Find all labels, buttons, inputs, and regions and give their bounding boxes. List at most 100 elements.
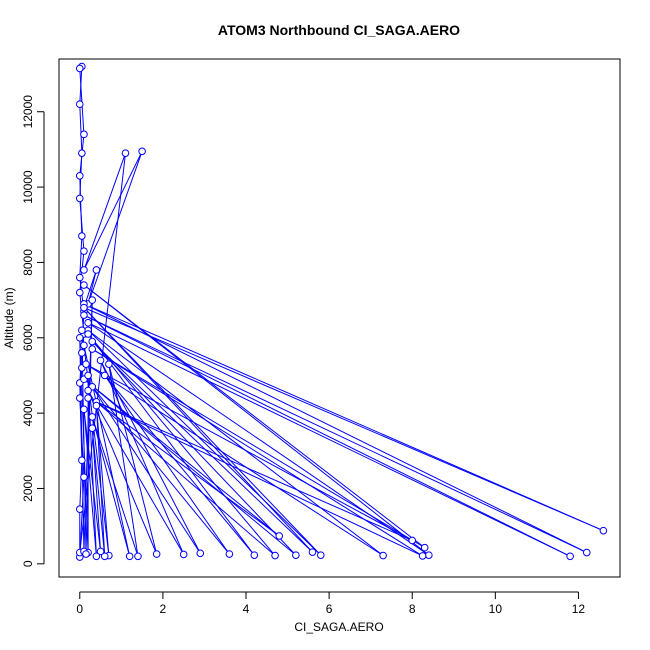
- data-point: [599, 526, 608, 535]
- series-points: [75, 62, 608, 561]
- data-point: [582, 548, 591, 557]
- series-segment: [79, 460, 83, 510]
- data-point: [250, 551, 259, 559]
- chart-title: ATOM3 Northbound CI_SAGA.AERO: [218, 22, 460, 38]
- y-tick-label: 12000: [21, 95, 35, 129]
- data-point: [80, 473, 88, 481]
- data-point: [196, 549, 205, 558]
- data-point: [88, 296, 97, 304]
- series-segment: [91, 386, 201, 554]
- series-segment: [100, 360, 201, 554]
- data-point: [82, 550, 90, 558]
- series-segment: [87, 322, 571, 557]
- series-segment: [91, 416, 139, 557]
- series-segment: [104, 375, 230, 555]
- data-point: [75, 394, 84, 402]
- data-point: [225, 550, 234, 558]
- x-tick-label: 0: [76, 602, 83, 616]
- series-segment: [91, 428, 106, 557]
- series-segment: [96, 401, 280, 537]
- data-point: [75, 64, 84, 73]
- data-point: [80, 266, 88, 274]
- data-point: [75, 288, 84, 297]
- data-point: [408, 536, 417, 545]
- y-tick-label: 10000: [21, 170, 35, 204]
- series-segment: [83, 314, 571, 557]
- series-segment: [83, 307, 322, 556]
- data-point: [80, 247, 88, 255]
- y-tick-label: 6000: [21, 324, 35, 351]
- data-point: [78, 326, 86, 335]
- data-point: [121, 149, 130, 157]
- data-point: [179, 550, 188, 559]
- data-point: [420, 543, 429, 552]
- series-segment: [87, 151, 143, 305]
- data-point: [134, 552, 142, 561]
- series-segment: [83, 153, 126, 271]
- series-segment: [95, 405, 106, 557]
- data-point: [138, 147, 146, 156]
- data-point: [566, 552, 574, 561]
- series-segment: [108, 364, 139, 557]
- series-segment: [83, 303, 604, 532]
- data-point: [308, 548, 317, 556]
- data-point: [88, 413, 97, 421]
- x-tick-label: 8: [409, 602, 416, 616]
- series-segment: [83, 409, 102, 552]
- data-point: [292, 551, 300, 559]
- data-point: [100, 371, 109, 380]
- y-tick-label: 0: [21, 560, 35, 567]
- x-tick-label: 2: [160, 602, 167, 616]
- series-segment: [83, 151, 143, 271]
- series-segment: [108, 364, 158, 555]
- data-point: [88, 345, 97, 353]
- data-point: [75, 273, 84, 282]
- data-point: [96, 547, 105, 556]
- data-point: [78, 232, 86, 240]
- series-segment: [79, 236, 83, 278]
- data-point: [75, 194, 84, 203]
- data-point: [75, 171, 84, 180]
- data-point: [100, 552, 109, 561]
- series-segment: [85, 363, 413, 541]
- data-point: [152, 550, 161, 558]
- series-segment: [87, 329, 322, 556]
- series-segment: [79, 337, 85, 552]
- data-point: [80, 311, 88, 319]
- series-segment: [83, 284, 425, 549]
- data-point: [92, 266, 101, 274]
- series-segment: [91, 341, 313, 553]
- plot-frame: [58, 58, 621, 578]
- data-point: [125, 552, 134, 561]
- data-point: [379, 551, 387, 560]
- series-segment: [83, 307, 313, 553]
- data-point: [80, 405, 88, 414]
- series-segment: [83, 378, 297, 556]
- y-axis: 0 2000 4000 6000 8000 10000 12000: [21, 95, 45, 567]
- x-axis: 0 2 4 6 8 10 12: [76, 591, 585, 616]
- series-segment: [83, 284, 430, 556]
- data-point: [84, 330, 92, 338]
- series-segment: [104, 375, 255, 556]
- series-segment: [83, 303, 587, 553]
- data-point: [105, 360, 113, 368]
- data-point: [75, 505, 84, 513]
- series-segment: [91, 386, 230, 555]
- data-point: [80, 341, 88, 350]
- y-tick-label: 8000: [21, 249, 35, 276]
- series-segment: [91, 348, 423, 557]
- data-point: [75, 100, 84, 109]
- series-segment: [79, 104, 83, 154]
- data-point: [275, 532, 284, 540]
- data-point: [92, 401, 101, 410]
- data-point: [84, 318, 92, 327]
- data-point: [92, 552, 101, 561]
- x-tick-label: 10: [489, 602, 503, 616]
- series-segment: [79, 175, 83, 237]
- x-axis-label: CI_SAGA.AERO: [294, 620, 383, 634]
- series-segment: [91, 428, 102, 552]
- data-point: [80, 281, 88, 289]
- x-tick-label: 4: [243, 602, 250, 616]
- series-segment: [95, 405, 110, 556]
